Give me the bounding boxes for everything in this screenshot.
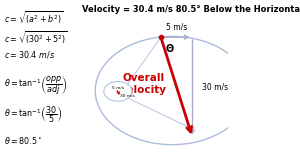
Text: $\theta = 80.5^\circ$: $\theta = 80.5^\circ$: [4, 135, 42, 146]
Text: $c = \sqrt{(a^2 + b^2)}$: $c = \sqrt{(a^2 + b^2)}$: [4, 9, 63, 27]
Text: $c = \sqrt{(30^2 + 5^2)}$: $c = \sqrt{(30^2 + 5^2)}$: [4, 30, 68, 47]
Text: 30 m/s: 30 m/s: [120, 94, 135, 98]
Text: 30 m/s: 30 m/s: [202, 83, 228, 92]
Text: Θ: Θ: [166, 44, 174, 54]
Text: $c = 30.4\ m/s$: $c = 30.4\ m/s$: [4, 49, 55, 60]
Text: $\theta = \tan^{-1}\!\left(\dfrac{opp}{adj}\right)$: $\theta = \tan^{-1}\!\left(\dfrac{opp}{a…: [4, 75, 68, 97]
Circle shape: [104, 81, 132, 101]
Text: 5 m/s: 5 m/s: [166, 23, 187, 32]
Text: $\theta = \tan^{-1}\!\left(\dfrac{30}{5}\right)$: $\theta = \tan^{-1}\!\left(\dfrac{30}{5}…: [4, 105, 62, 125]
Text: 5 m/s: 5 m/s: [112, 86, 124, 90]
Text: Overall
Velocity: Overall Velocity: [120, 73, 167, 95]
Text: Velocity = 30.4 m/s 80.5° Below the Horizontal: Velocity = 30.4 m/s 80.5° Below the Hori…: [82, 5, 300, 14]
